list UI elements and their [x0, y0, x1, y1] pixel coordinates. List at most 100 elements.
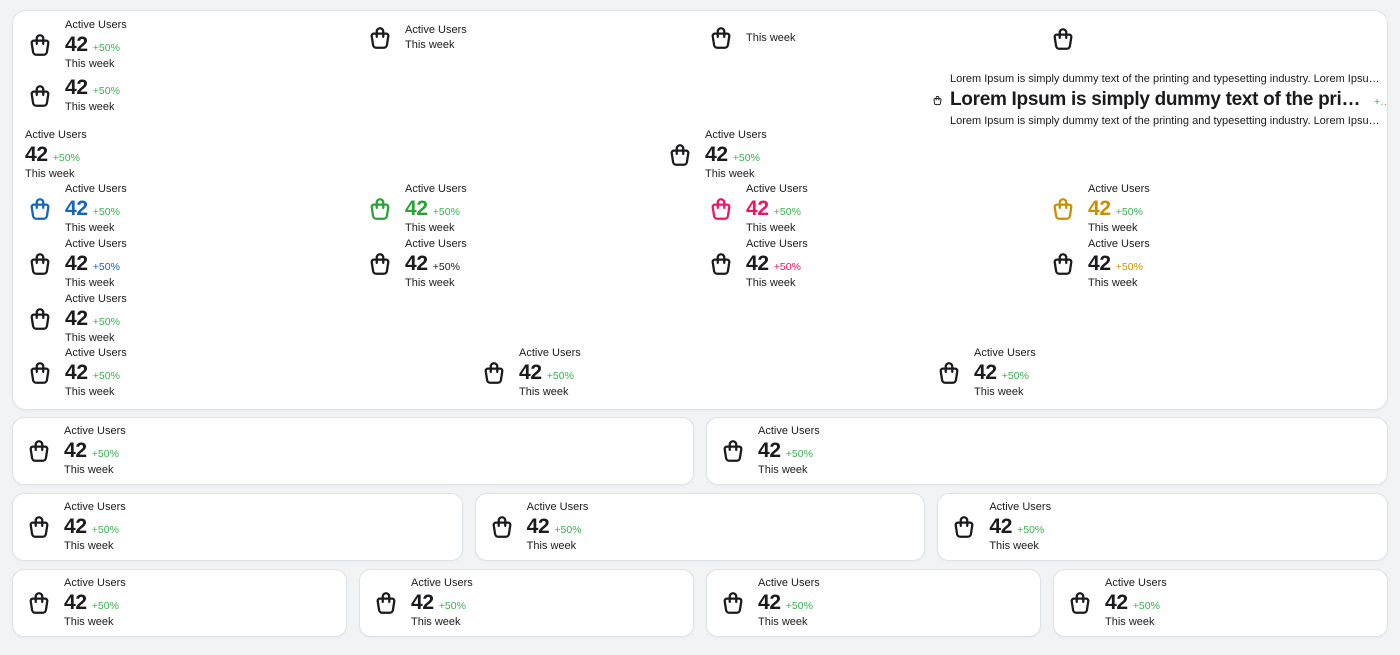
- stat-value: 42: [405, 252, 428, 275]
- stat-value: 42: [1088, 252, 1111, 275]
- stat-trend: +50%: [92, 261, 120, 273]
- stat-caption: This week: [974, 386, 1024, 398]
- stat-text: Active Users 42 +50% This week: [65, 237, 127, 291]
- shopping-bag-icon: [27, 196, 53, 222]
- stat-text: Active Users 42 +50% This week: [974, 346, 1036, 400]
- stat-text: Active Users 42 +50% This week: [1088, 237, 1150, 291]
- card-row-two: Active Users 42 +50% This week Active Us…: [12, 417, 1388, 485]
- stat-title: Active Users: [746, 238, 808, 250]
- stat-title: Active Users: [405, 183, 467, 195]
- stat-trend: +50%: [785, 448, 813, 460]
- stat-widget-no-icon: Active Users 42 +50% This week: [25, 128, 87, 182]
- stat-widget-color-pink: Active Users 42 +50% This week: [708, 182, 808, 236]
- stat-widget: Active Users 42 +50% This week: [489, 500, 589, 554]
- stat-widget-align-center: Active Users 42 +50% This week: [481, 346, 581, 400]
- stat-title: Active Users: [405, 238, 467, 250]
- stat-text: Active Users 42 +50% This week: [527, 500, 589, 554]
- stat-text: Active Users 42 +50% This week: [989, 500, 1051, 554]
- stat-value: 42: [746, 197, 769, 220]
- shopping-bag-icon: [1050, 251, 1076, 277]
- stat-value-row: Lorem Ipsum is simply dummy text of the …: [950, 88, 1388, 112]
- stat-trend: +50%: [1115, 261, 1143, 273]
- stat-widget: Active Users 42 +50% This week: [1067, 576, 1167, 630]
- stat-widget-caption-only: This week: [708, 25, 796, 51]
- stat-value-row: 42 +50%: [405, 253, 467, 275]
- stat-text: Active Users 42 +50% This week: [405, 237, 467, 291]
- stat-value-row: 42 +50%: [1088, 198, 1150, 220]
- stat-text: Active Users 42 +50% This week: [405, 182, 467, 236]
- stat-text: Active Users 42 +50% This week: [65, 292, 127, 346]
- stat-text: Active Users 42 +50% This week: [25, 128, 87, 182]
- stat-widget-trend-blue: Active Users 42 +50% This week: [27, 237, 127, 291]
- shopping-bag-icon: [367, 251, 393, 277]
- shopping-bag-icon: [27, 360, 53, 386]
- stat-caption: This week: [746, 31, 796, 44]
- stat-caption: This week: [65, 332, 115, 344]
- stat-trend: +50%: [91, 524, 119, 536]
- shopping-bag-icon: [932, 95, 943, 106]
- stat-value: 42: [746, 252, 769, 275]
- stat-text: Active Users 42 +50% This week: [758, 576, 820, 630]
- stat-value: 42: [64, 591, 87, 614]
- stat-caption: This week: [746, 222, 796, 234]
- shopping-bag-icon: [27, 306, 53, 332]
- stat-title: Active Users: [526, 501, 589, 513]
- shopping-bag-icon: [667, 142, 693, 168]
- stat-value: Lorem Ipsum is simply dummy text of the …: [950, 89, 1369, 110]
- stat-caption: This week: [25, 168, 75, 180]
- shopping-bag-icon: [367, 25, 393, 51]
- stat-widget-no-value: Active Users This week: [367, 23, 467, 53]
- stat-title: Active Users: [64, 577, 126, 589]
- stat-value-row: 42 +50%: [1088, 253, 1150, 275]
- stat-text: Active Users 42 +50% This week: [64, 576, 126, 630]
- stat-value: 42: [758, 439, 781, 462]
- stat-trend: +50%: [91, 600, 119, 612]
- stat-value-row: 42 +50%: [405, 198, 467, 220]
- stat-text: Lorem Ipsum is simply dummy text of the …: [950, 71, 1388, 129]
- stat-title: Active Users: [64, 501, 126, 513]
- shopping-bag-icon: [1067, 590, 1093, 616]
- stat-value: 42: [64, 439, 87, 462]
- stat-card: Active Users 42 +50% This week: [474, 493, 926, 561]
- stat-value-row: 42 +50%: [989, 516, 1051, 538]
- stat-caption: This week: [519, 386, 569, 398]
- shopping-bag-icon: [367, 196, 393, 222]
- stat-widget-align-left: Active Users 42 +50% This week: [27, 346, 127, 400]
- stat-text: Active Users 42 +50% This week: [705, 128, 767, 182]
- stat-title: Active Users: [746, 183, 808, 195]
- stat-value-row: 42 +50%: [65, 253, 127, 275]
- stat-value-row: 42 +50%: [65, 308, 127, 330]
- card-row-four: Active Users 42 +50% This week Active Us…: [12, 569, 1388, 637]
- stat-value-row: 42 +50%: [746, 198, 808, 220]
- stat-value-row: 42 +50%: [705, 144, 767, 166]
- stat-widget: Active Users 42 +50% This week: [373, 576, 473, 630]
- stat-title: Active Users: [989, 501, 1052, 513]
- stat-trend: +50%: [785, 600, 813, 612]
- stat-text: 42 +50% This week: [65, 76, 120, 115]
- shopping-bag-icon: [708, 251, 734, 277]
- shopping-bag-icon: [1050, 196, 1076, 222]
- stat-value: 42: [989, 515, 1013, 538]
- stat-caption: Lorem Ipsum is simply dummy text of the …: [950, 115, 1388, 127]
- shopping-bag-icon: [708, 196, 734, 222]
- stat-value: 42: [758, 591, 781, 614]
- stat-caption: This week: [1088, 277, 1138, 289]
- stat-value: 42: [1088, 197, 1111, 220]
- stat-caption: This week: [64, 540, 114, 552]
- stat-title: Active Users: [65, 347, 127, 359]
- stat-caption: This week: [758, 616, 808, 628]
- stat-widget: Active Users 42 +50% This week: [26, 500, 126, 554]
- stat-value: 42: [65, 307, 88, 330]
- stat-title: Active Users: [519, 347, 581, 359]
- stat-caption: This week: [405, 39, 455, 51]
- shopping-bag-icon: [936, 360, 962, 386]
- stat-caption: This week: [989, 540, 1039, 552]
- stat-card: Active Users 42 +50% This week: [706, 417, 1388, 485]
- stat-title: Active Users: [705, 129, 767, 141]
- shopping-bag-icon: [26, 590, 52, 616]
- stat-caption: This week: [64, 464, 114, 476]
- stat-value-row: 42 +50%: [758, 592, 820, 614]
- stat-value-row: 42 +50%: [411, 592, 473, 614]
- stat-title: Active Users: [1088, 183, 1150, 195]
